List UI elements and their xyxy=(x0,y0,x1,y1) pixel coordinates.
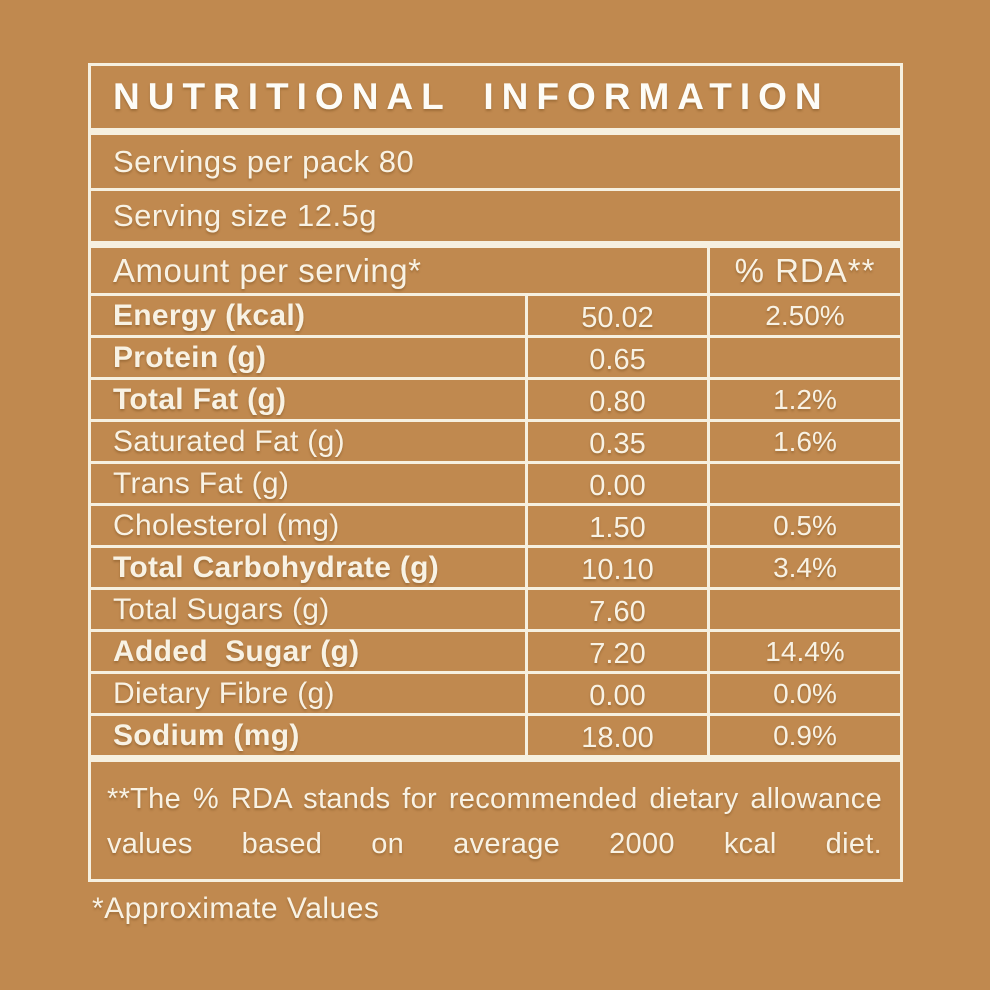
nutrient-label: Total Fat (g) xyxy=(91,380,528,419)
nutrient-rda xyxy=(710,590,900,629)
nutrient-label: Trans Fat (g) xyxy=(91,464,528,503)
table-header-row: Amount per serving* % RDA** xyxy=(91,248,900,296)
nutrient-amount: 50.02 xyxy=(528,296,710,335)
nutrient-rda: 2.50% xyxy=(765,299,845,331)
table-row-total-carbohydrate: Total Carbohydrate (g) 10.10 3.4% xyxy=(91,548,900,590)
nutrient-label: Cholesterol (mg) xyxy=(91,506,528,545)
table-row-total-sugars: Total Sugars (g) 7.60 xyxy=(91,590,900,632)
table-row-cholesterol: Cholesterol (mg) 1.50 0.5% xyxy=(91,506,900,548)
nutrient-rda xyxy=(710,338,900,377)
nutrient-amount: 0.00 xyxy=(528,464,710,503)
table-row-total-fat: Total Fat (g) 0.80 1.2% xyxy=(91,380,900,422)
table-row-protein: Protein (g) 0.65 xyxy=(91,338,900,380)
column-header-rda: % RDA** xyxy=(734,251,876,289)
nutrient-rda: 0.9% xyxy=(773,719,837,751)
nutrient-amount: 0.65 xyxy=(528,338,710,377)
nutrient-rda: 1.6% xyxy=(773,425,837,457)
nutrition-panel: NUTRITIONAL INFORMATION Servings per pac… xyxy=(88,63,903,882)
nutrient-amount: 0.35 xyxy=(528,422,710,461)
nutrient-label: Added Sugar (g) xyxy=(91,632,528,671)
nutrient-label: Energy (kcal) xyxy=(91,296,528,335)
nutrient-rda xyxy=(710,464,900,503)
table-row-saturated-fat: Saturated Fat (g) 0.35 1.6% xyxy=(91,422,900,464)
nutrient-amount: 18.00 xyxy=(528,716,710,755)
nutrient-amount: 7.20 xyxy=(528,632,710,671)
nutrient-amount: 1.50 xyxy=(528,506,710,545)
table-row-added-sugar: Added Sugar (g) 7.20 14.4% xyxy=(91,632,900,674)
nutrient-label: Saturated Fat (g) xyxy=(91,422,528,461)
column-header-amount: Amount per serving* xyxy=(91,248,710,293)
nutrient-label: Dietary Fibre (g) xyxy=(91,674,528,713)
nutrient-amount: 10.10 xyxy=(528,548,710,587)
approximate-values-note: *Approximate Values xyxy=(92,892,380,925)
nutrient-rda: 0.0% xyxy=(773,677,837,709)
nutrient-amount: 7.60 xyxy=(528,590,710,629)
nutrient-amount: 0.00 xyxy=(528,674,710,713)
table-row-energy: Energy (kcal) 50.02 2.50% xyxy=(91,296,900,338)
serving-size-row: Serving size 12.5g xyxy=(91,191,900,248)
nutrient-rda: 1.2% xyxy=(773,383,837,415)
nutrient-label: Total Sugars (g) xyxy=(91,590,528,629)
rda-footnote: **The % RDA stands for recommended dieta… xyxy=(107,783,882,860)
nutrient-rda: 0.5% xyxy=(773,509,837,541)
servings-per-pack-row: Servings per pack 80 xyxy=(91,135,900,191)
table-row-sodium: Sodium (mg) 18.00 0.9% xyxy=(91,716,900,762)
panel-title: NUTRITIONAL INFORMATION xyxy=(113,76,830,117)
panel-title-row: NUTRITIONAL INFORMATION xyxy=(91,66,900,135)
table-row-trans-fat: Trans Fat (g) 0.00 xyxy=(91,464,900,506)
nutrient-rda: 14.4% xyxy=(765,635,845,667)
nutrient-amount: 0.80 xyxy=(528,380,710,419)
nutrient-label: Protein (g) xyxy=(91,338,528,377)
nutrient-rda: 3.4% xyxy=(773,551,837,583)
table-row-dietary-fibre: Dietary Fibre (g) 0.00 0.0% xyxy=(91,674,900,716)
nutrient-label: Total Carbohydrate (g) xyxy=(91,548,528,587)
nutrient-label: Sodium (mg) xyxy=(91,716,528,755)
